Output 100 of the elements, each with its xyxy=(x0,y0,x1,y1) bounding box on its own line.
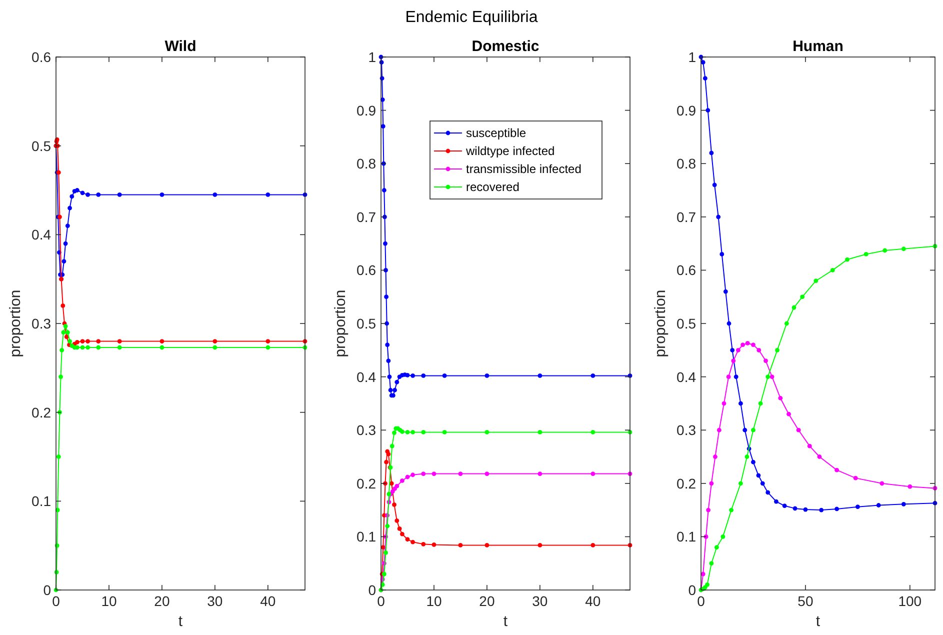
point xyxy=(722,401,726,406)
point xyxy=(432,472,436,476)
point xyxy=(770,374,774,379)
point xyxy=(726,321,732,326)
point xyxy=(117,345,122,350)
point xyxy=(814,278,818,284)
point xyxy=(751,428,756,432)
point xyxy=(385,342,390,348)
y-tick-label: 0.8 xyxy=(676,156,696,172)
point xyxy=(756,473,761,478)
point xyxy=(745,341,750,346)
x-tick-label: 50 xyxy=(798,593,814,609)
x-tick-label: 20 xyxy=(154,593,170,609)
y-axis-title: proportion xyxy=(332,290,349,358)
point xyxy=(266,339,270,344)
point xyxy=(901,246,906,252)
y-tick-label: 1 xyxy=(688,49,696,65)
point xyxy=(714,545,719,550)
x-tick-label: 10 xyxy=(426,593,442,609)
point xyxy=(266,192,270,197)
point xyxy=(590,472,596,476)
point xyxy=(421,430,426,434)
point xyxy=(63,241,68,246)
point xyxy=(390,444,394,448)
point xyxy=(882,248,888,253)
point xyxy=(442,374,447,378)
point xyxy=(731,358,736,364)
x-tick-label: 40 xyxy=(585,593,601,609)
point xyxy=(394,380,400,384)
point xyxy=(766,490,770,495)
y-tick-label: 0.2 xyxy=(32,404,52,420)
point xyxy=(86,345,90,350)
point xyxy=(705,582,710,587)
point xyxy=(386,358,391,364)
point xyxy=(775,348,780,352)
point xyxy=(160,339,164,344)
point xyxy=(706,108,710,112)
point xyxy=(74,340,80,344)
y-tick-label: 0.4 xyxy=(356,368,376,385)
point xyxy=(382,188,386,192)
point xyxy=(421,542,426,546)
point xyxy=(392,502,396,507)
legend-label: recovered xyxy=(466,180,520,194)
point xyxy=(704,534,708,539)
point xyxy=(392,430,396,435)
point xyxy=(160,345,164,350)
point xyxy=(702,76,708,81)
point xyxy=(405,373,410,378)
point xyxy=(855,504,860,510)
point xyxy=(405,474,410,480)
y-tick-label: 0.8 xyxy=(356,156,376,172)
point xyxy=(484,374,490,378)
legend-label: transmissible infected xyxy=(466,162,582,176)
point xyxy=(908,484,912,489)
y-axis-title: proportion xyxy=(7,290,24,358)
point xyxy=(716,428,722,432)
point xyxy=(742,428,748,432)
point xyxy=(388,388,393,392)
point xyxy=(792,305,796,310)
point xyxy=(421,374,426,378)
point xyxy=(901,502,906,506)
point xyxy=(410,472,415,478)
point xyxy=(853,476,858,480)
point xyxy=(792,506,798,511)
point xyxy=(744,454,750,459)
point xyxy=(63,324,68,328)
point xyxy=(784,321,789,326)
y-tick-label: 0.5 xyxy=(676,316,696,332)
point xyxy=(876,503,881,508)
point xyxy=(538,543,542,548)
y-tick-label: 0.4 xyxy=(676,368,696,385)
point xyxy=(736,348,740,352)
point xyxy=(738,401,743,406)
y-tick-label: 0.6 xyxy=(356,262,376,278)
point xyxy=(96,192,101,197)
point xyxy=(720,534,726,539)
point xyxy=(68,339,72,344)
point xyxy=(421,472,426,476)
x-tick-label: 40 xyxy=(260,593,276,609)
point xyxy=(386,452,391,456)
point xyxy=(738,481,743,486)
point xyxy=(60,304,66,308)
y-tick-label: 0.6 xyxy=(676,262,696,278)
point xyxy=(774,499,778,504)
point xyxy=(410,430,415,434)
point xyxy=(834,468,840,472)
point xyxy=(756,348,762,352)
point xyxy=(397,526,402,531)
point xyxy=(117,192,122,197)
point xyxy=(796,428,801,432)
point xyxy=(709,150,714,156)
point xyxy=(96,339,101,344)
point xyxy=(864,252,868,256)
x-tick-label: 30 xyxy=(207,593,223,609)
point xyxy=(590,374,596,378)
y-tick-label: 0 xyxy=(43,582,52,598)
point xyxy=(58,374,63,379)
point xyxy=(845,257,850,262)
point xyxy=(706,508,711,512)
y-tick-label: 0 xyxy=(688,582,696,598)
